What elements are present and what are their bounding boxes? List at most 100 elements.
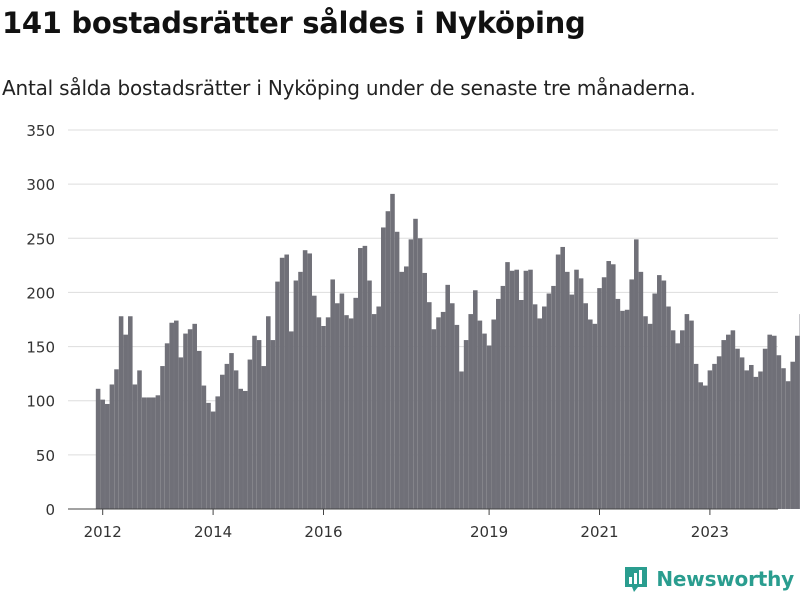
y-tick-label: 250: [26, 230, 55, 248]
bar: [174, 320, 179, 509]
bar: [330, 279, 335, 509]
bar: [224, 363, 230, 509]
bar: [735, 348, 740, 509]
bar: [569, 294, 575, 509]
bar-chart: 0 50 100 150 200 250 300 350 2012 2014 2016 2019 20…: [26, 122, 800, 540]
bar: [509, 270, 515, 509]
bar: [160, 366, 165, 509]
bar: [574, 269, 579, 509]
bar: [105, 403, 110, 509]
bar: [220, 374, 225, 509]
bar: [344, 315, 349, 509]
bar: [592, 323, 598, 509]
bar: [730, 330, 736, 509]
bar: [325, 317, 331, 509]
bar: [183, 333, 188, 509]
bar: [758, 371, 763, 509]
y-tick-label: 350: [26, 122, 55, 140]
bar: [785, 381, 791, 509]
bar: [496, 298, 501, 509]
bar: [238, 388, 243, 509]
bar: [523, 270, 529, 509]
bar: [362, 245, 368, 509]
x-tick-label: 2021: [580, 523, 618, 540]
bar: [187, 329, 193, 509]
bar: [109, 384, 115, 509]
x-tick-label: 2014: [194, 523, 232, 540]
bar: [293, 280, 299, 509]
bar: [468, 314, 473, 509]
bar: [321, 325, 326, 509]
bar: [137, 370, 142, 509]
bar: [652, 293, 657, 509]
bar: [519, 300, 524, 509]
bar: [215, 396, 220, 509]
bar: [279, 257, 285, 509]
bar: [197, 350, 202, 509]
bar: [749, 364, 754, 509]
bar: [707, 370, 713, 509]
bar: [192, 323, 197, 509]
bar: [367, 280, 372, 509]
bar: [450, 303, 455, 509]
bar: [390, 193, 395, 509]
x-tick-label: 2023: [691, 523, 729, 540]
bar: [266, 316, 271, 509]
bar: [634, 239, 639, 509]
bar: [114, 369, 119, 509]
bar: [404, 266, 409, 509]
newsworthy-logo-icon: [625, 567, 648, 592]
bar: [486, 345, 492, 509]
bar: [128, 316, 133, 509]
bar: [141, 397, 147, 509]
bar: [339, 293, 345, 509]
bar: [795, 335, 800, 509]
bar: [703, 385, 708, 509]
bar: [537, 318, 542, 509]
bar: [178, 357, 184, 509]
bar: [151, 397, 156, 509]
x-tick-label: 2016: [304, 523, 342, 540]
bar: [473, 290, 478, 509]
bar: [666, 306, 671, 509]
bar: [781, 368, 786, 509]
bar: [132, 384, 138, 509]
bar: [661, 280, 667, 509]
bar: [381, 227, 386, 509]
bar: [698, 382, 703, 509]
bar: [348, 318, 354, 509]
bar: [95, 388, 101, 509]
bar: [123, 334, 128, 509]
bar: [542, 306, 547, 509]
bar: [335, 303, 340, 509]
bar: [399, 271, 404, 509]
bar: [500, 285, 506, 509]
bar: [210, 411, 216, 509]
bar: [298, 271, 303, 509]
bar: [565, 271, 570, 509]
bar: [358, 248, 363, 509]
newsworthy-logo: Newsworthy: [623, 564, 794, 594]
y-tick-label: 300: [26, 176, 55, 194]
bar: [790, 361, 795, 509]
bar: [532, 304, 538, 509]
bar: [164, 343, 170, 509]
chart-subtitle: Antal sålda bostadsrätter i Nyköping und…: [2, 76, 696, 100]
bar: [270, 340, 276, 509]
bar: [229, 353, 234, 509]
bar: [371, 314, 377, 509]
bar: [243, 390, 248, 509]
bar: [615, 298, 621, 509]
bar: [689, 320, 694, 509]
bar: [643, 316, 648, 509]
x-tick-label: 2019: [470, 523, 508, 540]
x-axis-ticks: 2012201420162019202120232025: [84, 509, 729, 540]
bar: [551, 285, 556, 509]
bar: [514, 269, 519, 509]
bar: [684, 314, 690, 509]
bar: [606, 261, 611, 509]
bar: [560, 246, 565, 509]
bar: [716, 356, 722, 509]
bar: [680, 330, 685, 509]
bar: [454, 324, 460, 509]
